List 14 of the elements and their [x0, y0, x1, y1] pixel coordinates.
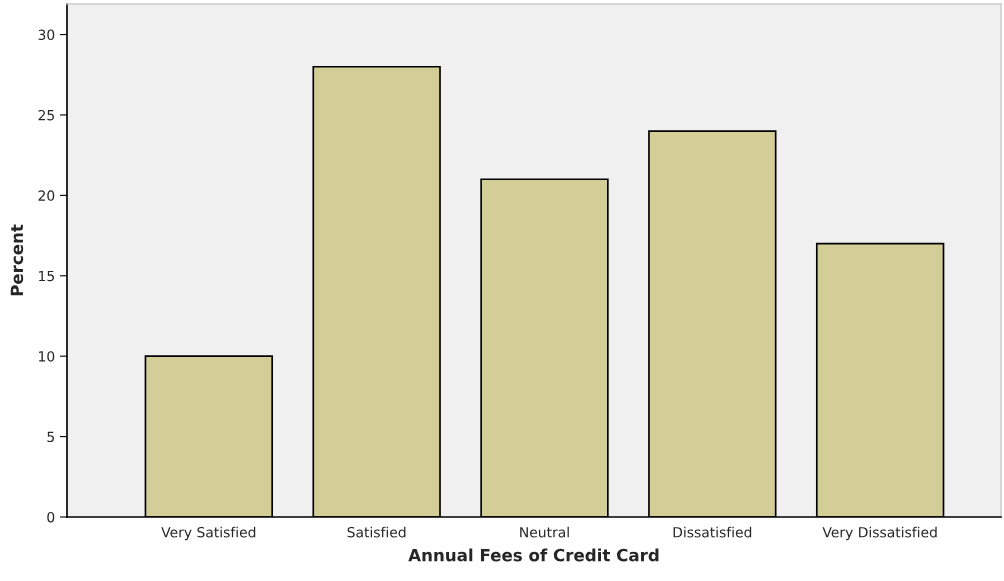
y-tick-label: 25 [38, 109, 54, 121]
x-axis-title: Annual Fees of Credit Card [408, 548, 659, 562]
y-tick-label: 15 [39, 270, 54, 282]
x-tick-label: Satisfied [347, 526, 406, 538]
y-axis-title: Percent [10, 224, 24, 296]
y-tick-label: 20 [38, 190, 55, 201]
y-tick-label: 5 [47, 431, 54, 443]
x-tick-label: Very Satisfied [161, 526, 256, 541]
y-tick-label: 30 [38, 29, 55, 41]
x-tick-label: Very Dissatisfied [822, 526, 937, 541]
y-tick-label: 0 [47, 511, 55, 523]
x-tick-label: Dissatisfied [673, 526, 752, 538]
y-tick-label: 10 [39, 351, 55, 362]
x-tick-label: Neutral [520, 526, 569, 538]
